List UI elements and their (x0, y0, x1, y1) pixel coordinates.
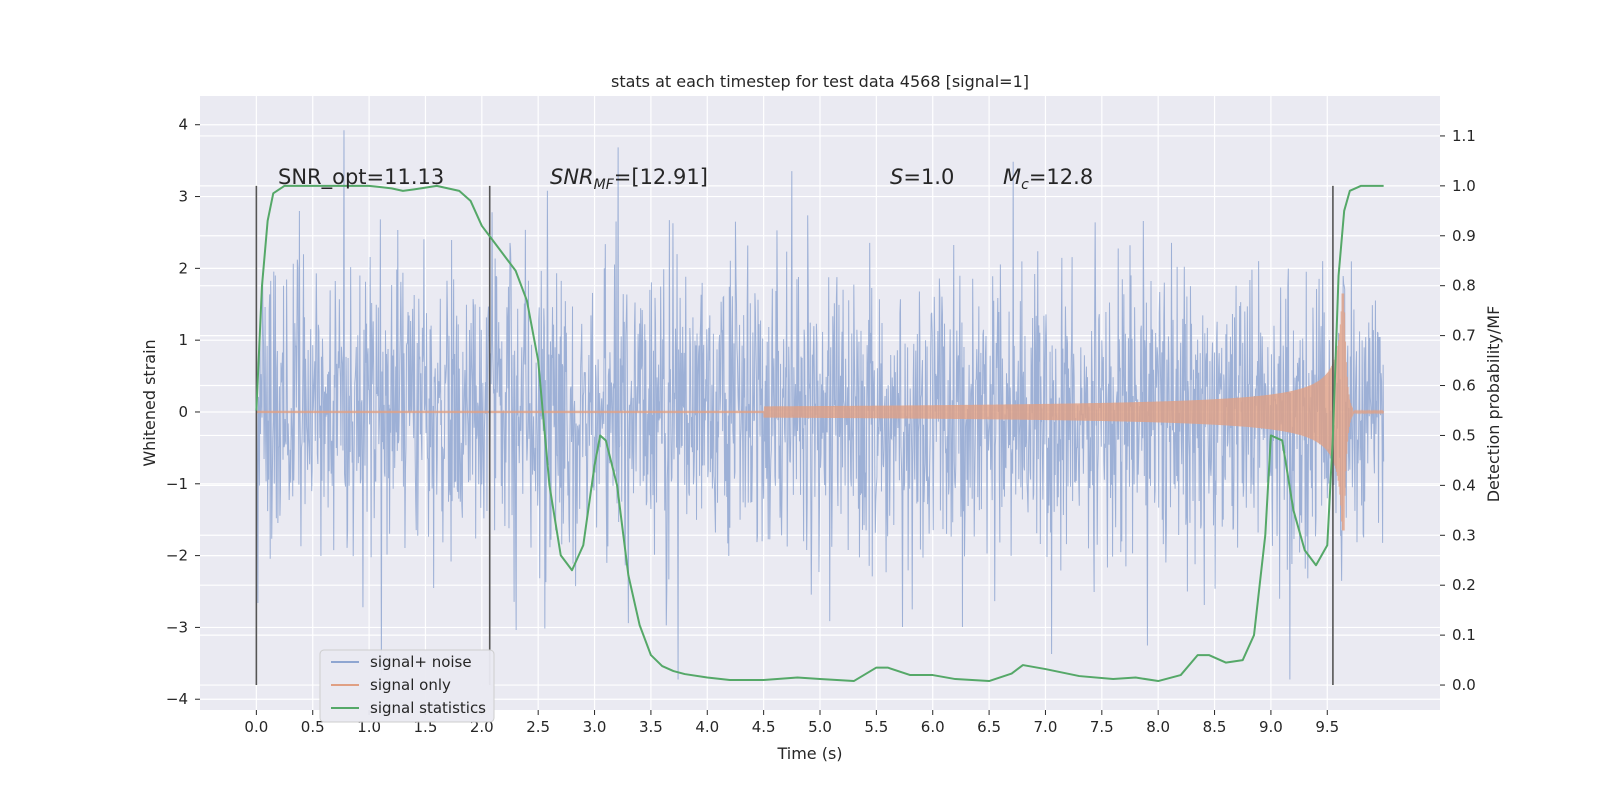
x-tick-label: 2.5 (526, 718, 550, 736)
x-axis: 0.0 0.5 1.0 1.5 2.0 2.5 3.0 3.5 4.0 4.5 5.0 5.5 6.0 6… (244, 710, 1339, 736)
y-tick-label: 3 (178, 188, 188, 206)
x-tick-label: 0.0 (244, 718, 268, 736)
y-axis-left: 4 3 2 1 0 −1 −2 −3 −4 (166, 116, 200, 708)
x-tick-label: 6.5 (977, 718, 1001, 736)
y-axis-right: 1.1 1.0 0.9 0.8 0.7 0.6 0.5 0.4 0.3 0.2 0.1 0.0 (1440, 127, 1476, 694)
x-tick-label: 6.0 (921, 718, 945, 736)
signal-statistics-line (255, 184, 1384, 683)
signal-only-line (255, 293, 1385, 531)
x-tick-label: 8.5 (1203, 718, 1227, 736)
x-tick-label: 4.5 (752, 718, 776, 736)
annotation-mc: Mc=12.8 (1003, 165, 1093, 193)
y-tick-label: 2 (178, 259, 188, 277)
x-tick-label: 0.5 (301, 718, 325, 736)
legend-label-signal-only: signal only (370, 676, 451, 694)
legend: signal+ noise signal only signal statist… (319, 649, 495, 723)
y-tick-label: −4 (166, 690, 188, 708)
y2-tick-label: 0.0 (1452, 676, 1476, 694)
y-axis-label: Whitened strain (140, 339, 159, 466)
legend-box (319, 649, 495, 723)
annotation-snr-mf: SNRMF=[12.91] (550, 165, 708, 193)
y2-tick-label: 0.9 (1452, 227, 1476, 245)
y2-tick-label: 0.4 (1452, 476, 1476, 494)
x-tick-label: 5.0 (808, 718, 832, 736)
y-tick-label: 0 (178, 403, 188, 421)
y2-tick-label: 0.3 (1452, 526, 1476, 544)
series-signal-statistics (255, 184, 1384, 683)
y-tick-label: 4 (178, 116, 188, 134)
x-tick-label: 7.5 (1090, 718, 1114, 736)
signal-plus-noise-line (255, 130, 1385, 680)
y2-axis-label: Detection probability/MF (1484, 306, 1503, 503)
y2-tick-label: 0.8 (1452, 277, 1476, 295)
x-tick-label: 9.5 (1315, 718, 1339, 736)
y2-tick-label: 0.1 (1452, 626, 1476, 644)
series-signal-plus-noise (255, 130, 1385, 680)
y2-tick-label: 0.2 (1452, 576, 1476, 594)
x-tick-label: 5.5 (864, 718, 888, 736)
annotation-snr-opt: SNR_opt=11.13 (278, 165, 444, 190)
y-tick-label: 1 (178, 331, 188, 349)
series-signal-only (255, 293, 1385, 531)
y2-tick-label: 0.7 (1452, 327, 1476, 345)
legend-label-signal-statistics: signal statistics (370, 699, 486, 717)
legend-label-signal-plus-noise: signal+ noise (370, 653, 472, 671)
y-tick-label: −1 (166, 475, 188, 493)
x-tick-label: 3.0 (583, 718, 607, 736)
x-tick-label: 8.0 (1146, 718, 1170, 736)
y-tick-label: −3 (166, 618, 188, 636)
y-tick-label: −2 (166, 547, 188, 565)
chart-title: stats at each timestep for test data 456… (611, 72, 1029, 91)
x-tick-label: 7.0 (1034, 718, 1058, 736)
y2-tick-label: 0.5 (1452, 426, 1476, 444)
y2-tick-label: 0.6 (1452, 377, 1476, 395)
x-tick-label: 9.0 (1259, 718, 1283, 736)
x-axis-label: Time (s) (776, 744, 842, 763)
y2-tick-label: 1.0 (1452, 177, 1476, 195)
annotation-s: S=1.0 (890, 165, 954, 189)
y2-tick-label: 1.1 (1452, 127, 1476, 145)
x-tick-label: 3.5 (639, 718, 663, 736)
x-tick-label: 4.0 (695, 718, 719, 736)
